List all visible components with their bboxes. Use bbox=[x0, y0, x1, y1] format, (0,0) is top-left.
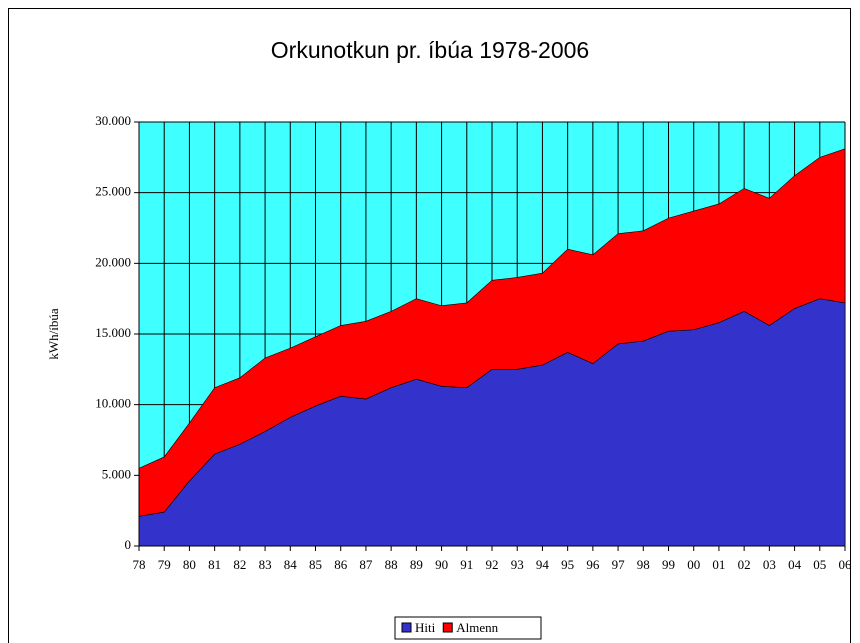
y-tick-label: 15.000 bbox=[95, 325, 131, 340]
x-tick-label: 96 bbox=[586, 557, 600, 572]
x-tick-label: 83 bbox=[259, 557, 272, 572]
y-tick-label: 30.000 bbox=[95, 113, 131, 128]
x-tick-label: 06 bbox=[839, 557, 853, 572]
x-tick-label: 90 bbox=[435, 557, 448, 572]
x-tick-label: 92 bbox=[486, 557, 499, 572]
x-tick-label: 98 bbox=[637, 557, 650, 572]
x-tick-label: 88 bbox=[385, 557, 398, 572]
chart-title: Orkunotkun pr. íbúa 1978-2006 bbox=[271, 37, 589, 63]
y-tick-label: 5.000 bbox=[102, 466, 131, 481]
x-tick-label: 04 bbox=[788, 557, 802, 572]
x-tick-label: 91 bbox=[460, 557, 473, 572]
legend-swatch bbox=[401, 622, 412, 633]
x-tick-label: 05 bbox=[813, 557, 826, 572]
x-tick-label: 02 bbox=[738, 557, 751, 572]
x-tick-label: 03 bbox=[763, 557, 776, 572]
x-tick-label: 85 bbox=[309, 557, 322, 572]
x-tick-label: 84 bbox=[284, 557, 298, 572]
y-tick-label: 20.000 bbox=[95, 254, 131, 269]
legend-label: Almenn bbox=[456, 620, 498, 635]
x-tick-label: 01 bbox=[712, 557, 725, 572]
y-tick-label: 25.000 bbox=[95, 184, 131, 199]
x-tick-label: 81 bbox=[208, 557, 221, 572]
x-tick-label: 93 bbox=[511, 557, 524, 572]
legend-swatch bbox=[442, 622, 453, 633]
x-tick-label: 78 bbox=[133, 557, 146, 572]
x-tick-label: 95 bbox=[561, 557, 574, 572]
y-tick-label: 0 bbox=[125, 537, 132, 552]
x-tick-label: 99 bbox=[662, 557, 675, 572]
legend-box bbox=[394, 616, 542, 640]
y-tick-label: 10.000 bbox=[95, 396, 131, 411]
area bbox=[138, 148, 846, 517]
x-tick-label: 00 bbox=[687, 557, 700, 572]
x-tick-label: 79 bbox=[158, 557, 171, 572]
x-tick-label: 82 bbox=[233, 557, 246, 572]
x-tick-label: 97 bbox=[612, 557, 626, 572]
x-tick-label: 87 bbox=[359, 557, 373, 572]
y-axis-label: kWh/íbúa bbox=[46, 308, 61, 359]
x-tick-label: 86 bbox=[334, 557, 348, 572]
x-tick-label: 94 bbox=[536, 557, 550, 572]
legend-label: Hiti bbox=[415, 620, 436, 635]
x-tick-label: 80 bbox=[183, 557, 196, 572]
x-tick-label: 89 bbox=[410, 557, 423, 572]
